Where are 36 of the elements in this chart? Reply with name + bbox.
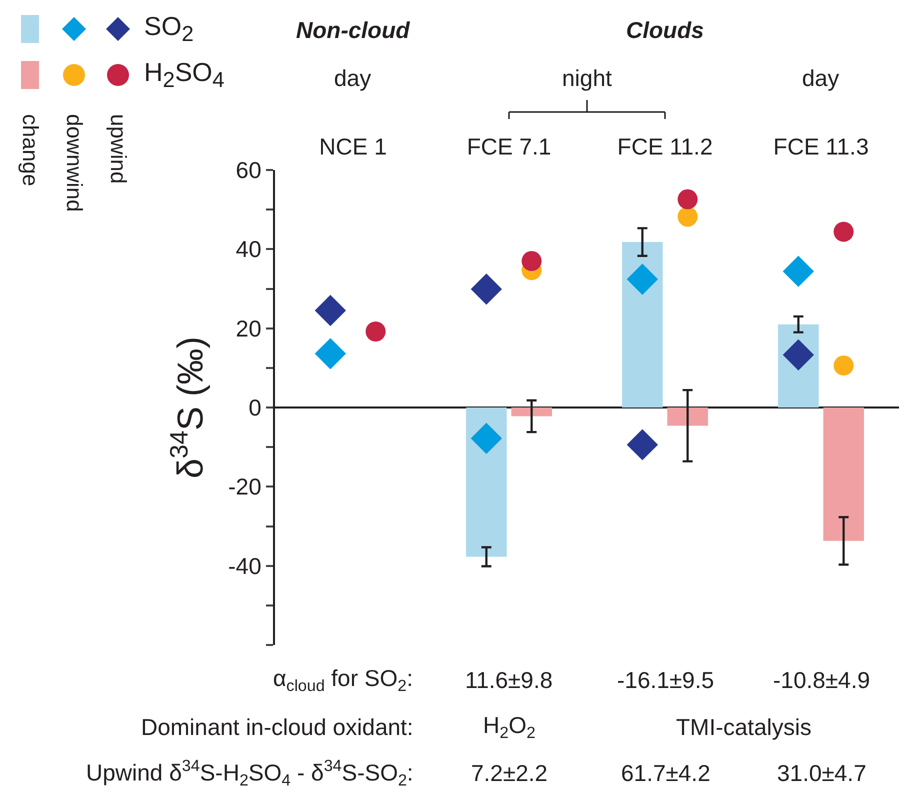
text: downwind	[62, 114, 87, 212]
bar	[466, 408, 507, 557]
legend-label: SO$_{2}$	[144, 10, 194, 48]
y-tick-label: -20	[228, 474, 262, 500]
text: α$_{cloud}$ for SO$_{2}$:	[273, 665, 413, 695]
bar	[622, 242, 663, 408]
text: change	[18, 114, 43, 186]
y-tick-label: -40	[228, 552, 262, 579]
text: Clouds	[626, 17, 704, 43]
text: night	[562, 65, 612, 91]
bar	[511, 408, 552, 416]
y-tick-label: 60	[236, 157, 262, 184]
text: Non-cloud	[296, 17, 411, 43]
text: H$_{2}$O$_{2}$	[483, 712, 536, 742]
text: upwind	[106, 114, 131, 184]
x-tick-label: NCE 1	[319, 133, 387, 160]
text: TMI-catalysis	[676, 714, 812, 740]
text: 31.0±4.7	[777, 760, 866, 786]
text: -16.1±9.5	[617, 667, 714, 693]
y-tick-label: 0	[248, 394, 262, 421]
text: day	[334, 65, 372, 91]
text: -10.8±4.9	[773, 667, 870, 693]
text: 7.2±2.2	[471, 760, 548, 786]
x-tick-label: FCE 11.2	[617, 133, 713, 160]
text: Upwind δ$^{34}$S-H$_{2}$SO$_{4}$ - δ$^{34}$S-SO$_{2}$:	[86, 757, 414, 790]
bar	[667, 408, 708, 426]
x-tick-label: FCE 7.1	[466, 133, 552, 160]
y-tick-label: 40	[236, 236, 262, 262]
legend-label: H$_{2}$SO$_{4}$	[144, 56, 224, 94]
text: 61.7±4.2	[621, 760, 710, 786]
y-tick-label: 20	[236, 315, 262, 342]
x-tick-label: FCE 11.3	[773, 133, 869, 160]
text: 11.6±9.8	[465, 667, 553, 693]
text: day	[802, 65, 840, 91]
text: Dominant in-cloud oxidant:	[141, 714, 414, 740]
bar	[823, 408, 864, 541]
